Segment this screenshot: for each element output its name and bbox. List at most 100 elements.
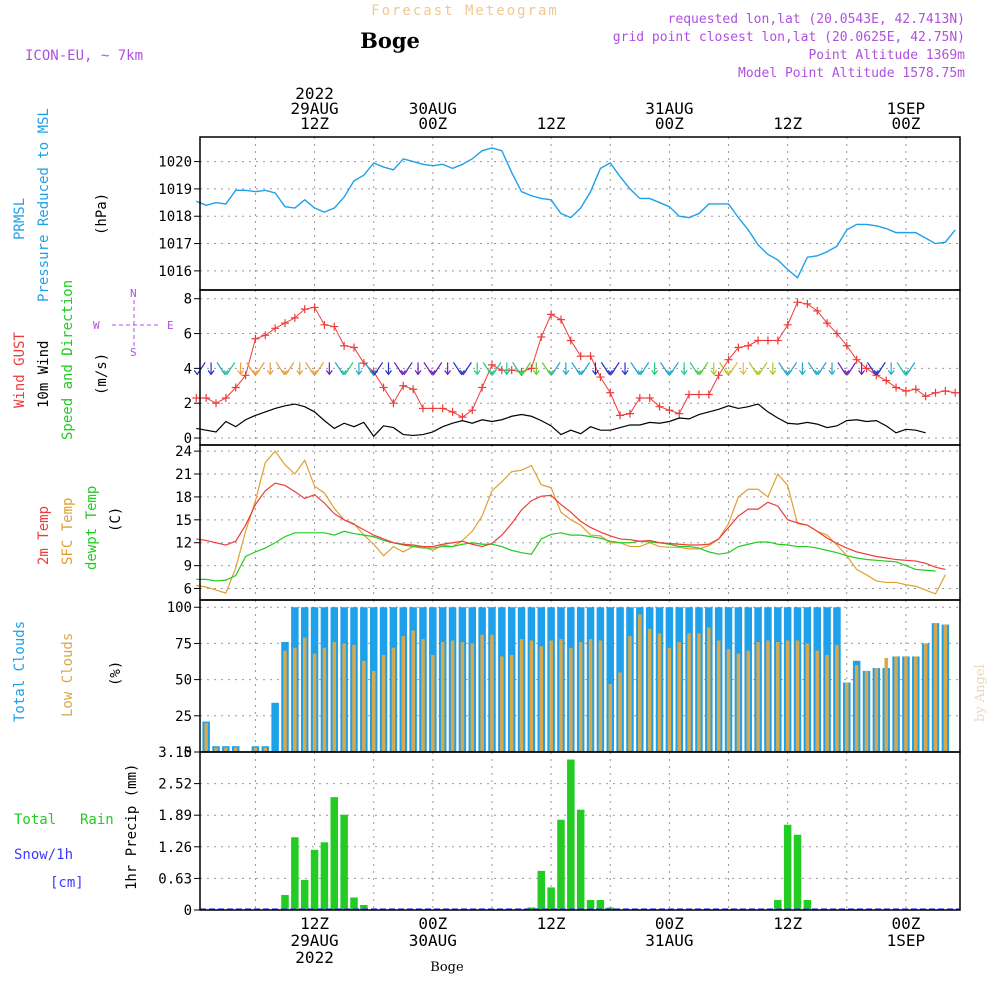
low-cloud-bar [864,670,869,752]
wind-arrow [282,362,295,376]
gust-point [813,306,822,315]
low-cloud-bar [766,640,770,752]
low-cloud-bar [697,633,701,752]
gust-point [202,393,211,402]
wind-unit: (m/s) [94,353,110,395]
low-cloud-bar [500,656,504,752]
low-cloud-bar [687,633,691,752]
wind-arrow [680,362,688,376]
gust-point [556,315,565,324]
low-cloud-bar [421,639,425,752]
low-cloud-bar [884,657,888,752]
location-title: Boge [360,28,420,53]
temp-unit: (C) [108,507,124,532]
gust-point [625,409,634,418]
model-label: ICON-EU, ~ 7km [25,48,143,64]
gust-point [359,359,368,368]
low-cloud-bar [854,665,859,752]
wind-arrow [512,362,525,376]
low-cloud-bar [578,641,583,752]
low-cloud-bar [805,643,810,752]
low-cloud-bar [322,647,327,752]
wind-arrow [844,362,857,376]
gust-point [320,320,329,329]
low-cloud-bar [440,641,445,752]
y-tick-label: 2 [184,396,192,412]
y-tick-label: 1019 [158,182,192,198]
model-altitude: Model Point Altitude 1578.75m [738,66,965,81]
low-cloud-bar [391,647,396,752]
gust-point [231,383,240,392]
gust-point [724,355,733,364]
top-time-label: 00Z [891,114,920,133]
wind-arrow [689,362,702,376]
rain-bar [330,797,339,910]
gust-point [261,331,270,340]
wind-arrow [785,362,798,376]
temp-label-1: 2m Temp [36,506,52,565]
footer-location: Boge [430,960,464,975]
point-altitude: Point Altitude 1369m [808,48,965,63]
low-cloud-bar [381,655,386,752]
low-cloud-bar [332,641,337,752]
y-tick-label: 0.63 [158,871,192,887]
low-cloud-bar [490,634,494,752]
rain-bar [527,907,536,910]
gust-point [823,319,832,328]
gust-point [212,399,221,408]
low-cloud-bar [460,641,465,752]
gust-point [527,364,536,373]
wind-arrow [828,362,836,376]
panel-temperature: 6 9 12 15 18 21 24 [175,444,960,600]
wind-arrow [193,362,206,376]
rain-bar [586,899,595,910]
y-tick-label: 50 [175,673,192,689]
snow-label: Snow/1h [14,847,73,863]
panel-frame [199,289,961,446]
low-cloud-bar [845,682,849,752]
wind-arrow [385,362,392,376]
rain-bar [310,849,319,910]
bottom-time-label: 12Z [300,914,329,933]
y-tick-label: 1020 [158,155,192,171]
bottom-time-label: 00Z [418,914,447,933]
y-tick-label: 18 [175,490,192,506]
low-cloud-bar [529,640,534,752]
wind-arrow [600,362,613,376]
wind-arrow [858,362,866,376]
y-tick-label: 15 [175,513,192,529]
low-cloud-bar [776,641,780,752]
rain-bar [596,899,605,910]
wind-arrow [430,362,443,376]
gust-point [714,371,723,380]
wind-arrow [414,362,422,376]
wind-arrow [246,362,258,376]
gust-point [754,336,763,345]
gust-point [438,404,447,413]
gust-point [911,385,920,394]
rain-bar [360,904,368,910]
pressure-unit: (hPa) [94,193,110,235]
low-cloud-bar [943,624,948,752]
wind-arrow [444,362,452,376]
wind-arrow [325,362,333,376]
wind-arrow [459,362,472,376]
gust-point [694,390,703,399]
y-tick-label: 3.15 [158,745,192,761]
gust-point [507,366,516,375]
compass-s: S [130,346,137,359]
temp-label-2: SFC Temp [60,498,76,565]
panels: 1016101710181019102002468691215182124025… [158,136,961,919]
wind-arrow [591,362,599,376]
wind-arrow [371,362,384,376]
rain-label-total: Total [14,812,56,828]
low-cloud-bar [569,647,573,752]
wind-arrow [637,362,650,376]
wind-arrow [755,362,768,376]
wind-arrow [719,362,732,376]
gust-point [793,298,802,307]
gust-point [478,383,487,392]
gust-point [842,341,851,350]
low-cloud-bar [677,641,681,752]
